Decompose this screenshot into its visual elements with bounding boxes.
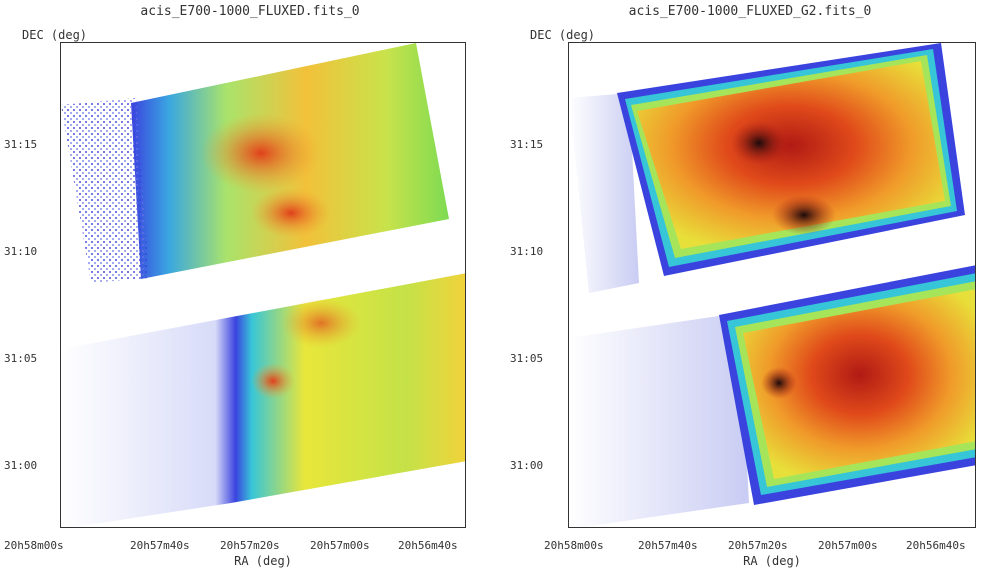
right-xtick-1: 20h57m40s bbox=[638, 539, 698, 552]
left-ytick-0: 31:15 bbox=[4, 138, 38, 151]
left-xtick-3: 20h57m00s bbox=[310, 539, 370, 552]
right-panel: acis_E700-1000_FLUXED_G2.fits_0 DEC (deg… bbox=[500, 0, 1000, 572]
right-ytick-1: 31:10 bbox=[510, 245, 544, 258]
left-xtick-2: 20h57m20s bbox=[220, 539, 280, 552]
right-xlabel: RA (deg) bbox=[743, 554, 801, 568]
left-image-svg bbox=[61, 43, 465, 527]
right-xtick-3: 20h57m00s bbox=[818, 539, 878, 552]
right-xtick-2: 20h57m20s bbox=[728, 539, 788, 552]
left-xtick-0: 20h58m00s bbox=[4, 539, 64, 552]
right-ytick-0: 31:15 bbox=[510, 138, 544, 151]
right-ytick-3: 31:00 bbox=[510, 459, 544, 472]
left-xtick-1: 20h57m40s bbox=[130, 539, 190, 552]
left-ytick-3: 31:00 bbox=[4, 459, 38, 472]
right-image-svg bbox=[569, 43, 975, 527]
right-ytick-2: 31:05 bbox=[510, 352, 544, 365]
left-xlabel: RA (deg) bbox=[234, 554, 292, 568]
right-ylabel: DEC (deg) bbox=[530, 28, 596, 42]
left-plot-area[interactable] bbox=[60, 42, 466, 528]
left-ylabel: DEC (deg) bbox=[22, 28, 88, 42]
left-panel: acis_E700-1000_FLUXED.fits_0 DEC (deg) bbox=[4, 4, 466, 568]
right-title: acis_E700-1000_FLUXED_G2.fits_0 bbox=[628, 4, 872, 19]
right-xtick-0: 20h58m00s bbox=[544, 539, 604, 552]
right-xtick-4: 20h56m40s bbox=[906, 539, 966, 552]
left-ytick-1: 31:10 bbox=[4, 245, 38, 258]
right-plot-area[interactable] bbox=[568, 42, 976, 528]
left-xtick-4: 20h56m40s bbox=[398, 539, 458, 552]
left-title: acis_E700-1000_FLUXED.fits_0 bbox=[140, 4, 360, 19]
left-ytick-2: 31:05 bbox=[4, 352, 38, 365]
